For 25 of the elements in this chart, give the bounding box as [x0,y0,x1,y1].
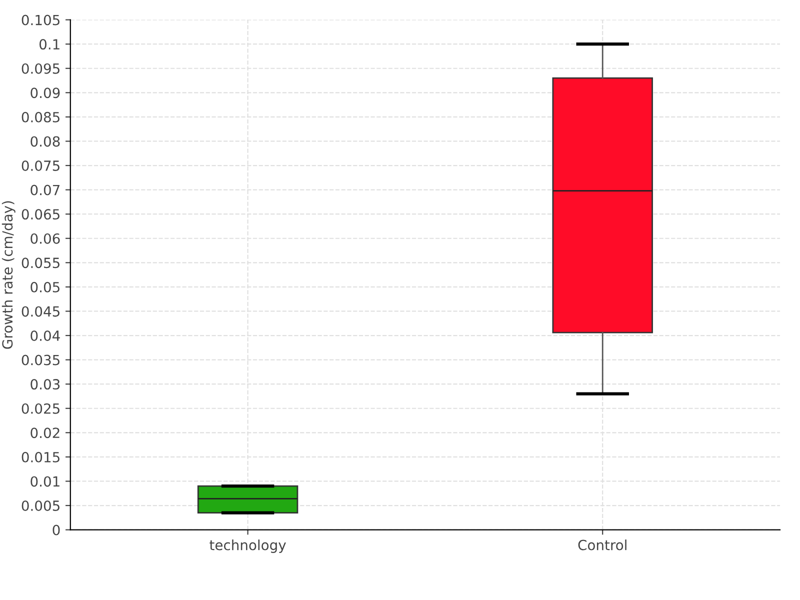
y-tick-label: 0.015 [22,452,60,462]
y-tick-label: 0.04 [30,330,60,341]
y-tick-label: 0.025 [22,403,60,414]
y-tick-label: 0.07 [30,184,60,196]
y-tick-label: 0.095 [22,63,60,74]
y-tick-label: 0.045 [22,306,60,317]
y-tick-label: 0.09 [30,88,60,98]
y-tick-label: 0.06 [30,233,60,244]
x-tick-label: Control [578,540,626,550]
y-tick-label: 0.085 [22,112,60,122]
y-tick-label: 0.055 [22,258,60,268]
y-tick-label: 0.01 [30,476,60,487]
y-tick-label: 0.08 [30,136,60,147]
y-tick-label: 0.075 [22,160,60,171]
y-tick-label: 0 [52,524,60,536]
y-tick-label: 0.03 [30,379,60,390]
y-tick-label: 0.05 [30,282,60,292]
y-tick-label: 0.005 [22,500,60,511]
y-tick-label: 0.035 [22,354,60,366]
y-tick-label: 0.1 [40,39,60,50]
y-tick-label: 0.105 [22,14,60,26]
y-tick-label: 0.065 [22,209,60,220]
y-tick-label: 0.02 [30,428,60,438]
x-tick-label: technology [210,540,286,553]
y-axis-title: Growth rate (cm/day) [2,201,16,349]
